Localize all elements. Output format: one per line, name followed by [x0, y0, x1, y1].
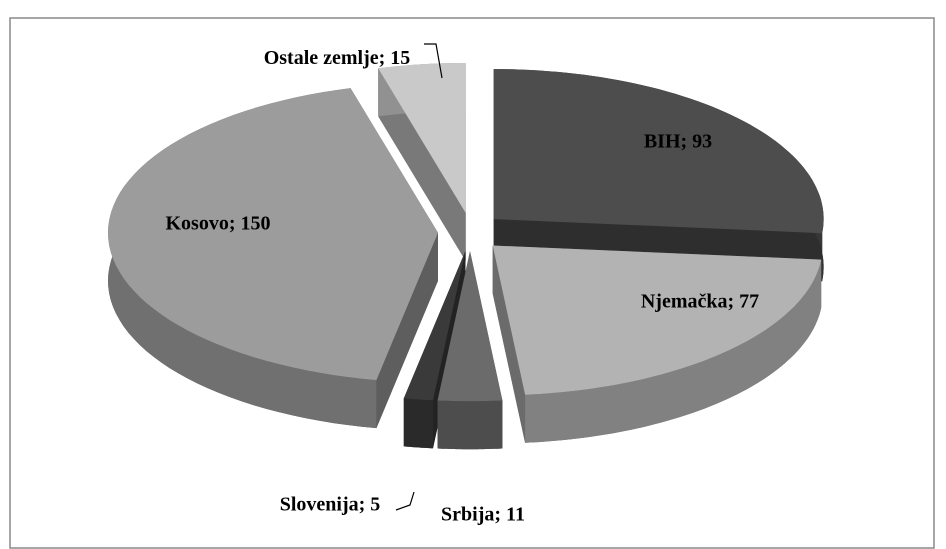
leader-line	[424, 43, 443, 79]
data-label: Ostale zemlje; 15	[263, 47, 411, 69]
data-label: Srbija; 11	[441, 503, 525, 526]
slice-rim	[437, 400, 503, 450]
data-label: Njemačka; 77	[640, 290, 760, 313]
data-label: Kosovo; 150	[165, 212, 271, 235]
slice-top	[492, 245, 822, 395]
data-label: BIH; 93	[643, 130, 713, 153]
slice-rim	[403, 398, 433, 449]
slice-cut-face	[376, 232, 438, 429]
slice-cut-face	[492, 245, 526, 443]
slice	[437, 251, 503, 450]
slice	[378, 63, 466, 261]
slice-top	[437, 251, 503, 402]
data-label: Slovenija; 5	[279, 493, 381, 516]
slice	[108, 88, 438, 429]
slice-top	[378, 63, 466, 213]
slice-cut-face	[378, 68, 466, 261]
slice-top	[493, 69, 824, 234]
slice	[492, 245, 822, 443]
leader-line	[395, 491, 415, 511]
slice-top	[403, 251, 466, 401]
slice-top	[108, 88, 438, 381]
slice-rim	[525, 259, 822, 443]
